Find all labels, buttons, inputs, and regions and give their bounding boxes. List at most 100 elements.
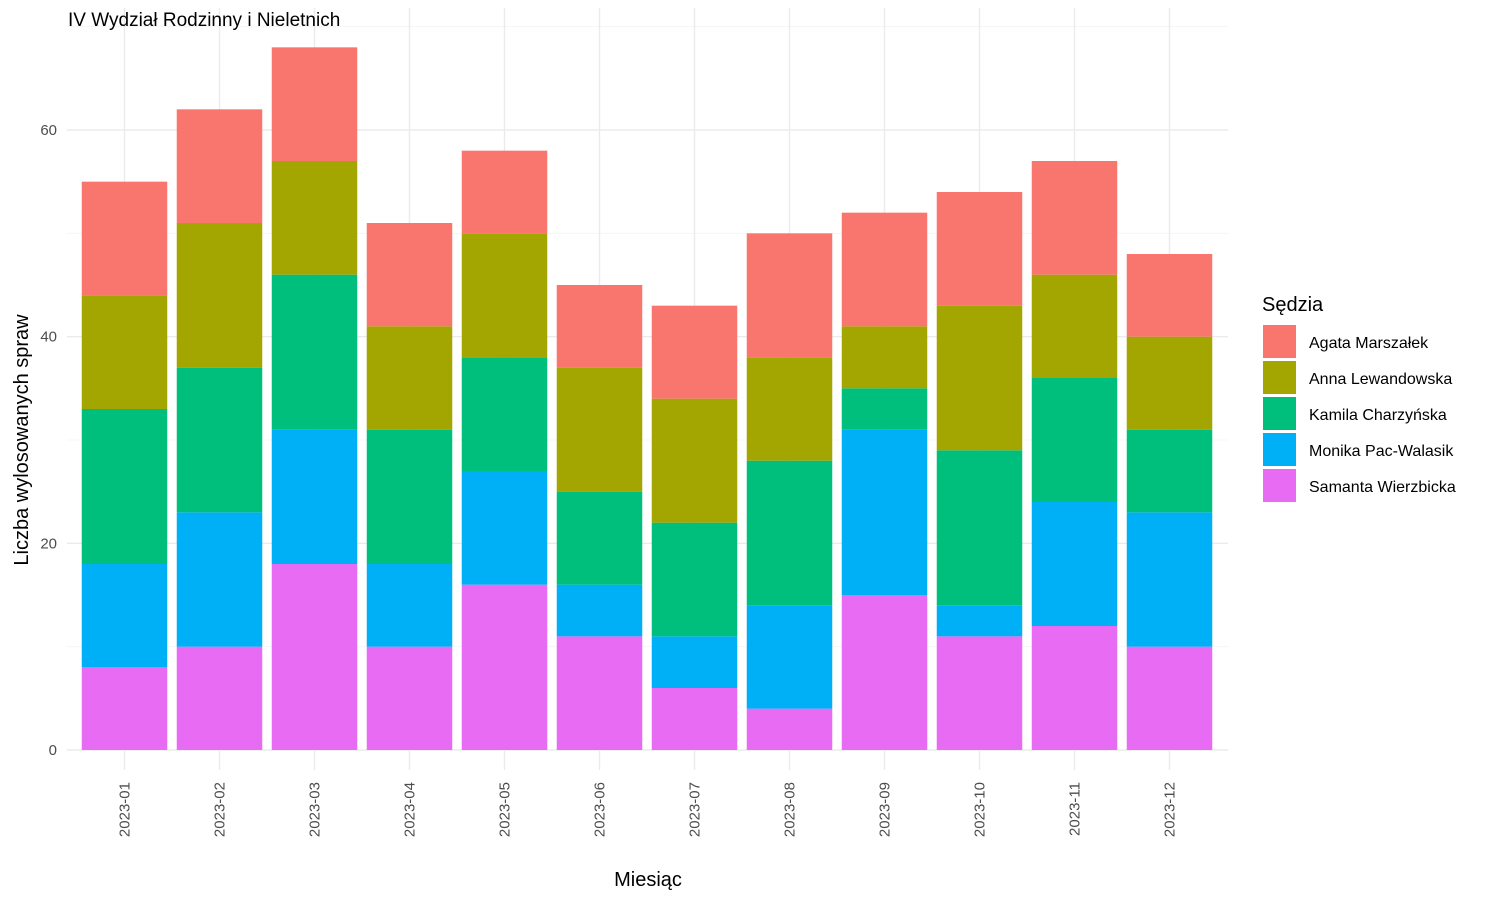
y-axis: 0 20 40 60 — [40, 122, 57, 759]
bar-segment — [461, 471, 548, 585]
bar-segment — [1126, 336, 1213, 430]
bar-segment — [81, 295, 168, 409]
bar-segment — [461, 584, 548, 750]
bar-segment — [651, 688, 738, 750]
bar-segment — [366, 646, 453, 750]
legend-swatch — [1263, 325, 1296, 358]
bar-segment — [81, 409, 168, 564]
bar-segment — [461, 150, 548, 234]
bar-segment — [1031, 626, 1118, 750]
bar-segment — [176, 512, 263, 647]
x-tick-label: 2023-09 — [877, 782, 894, 837]
bar-segment — [176, 223, 263, 368]
bar-segment — [1126, 429, 1213, 513]
x-tick-label: 2023-03 — [307, 782, 324, 837]
bar-segment — [556, 367, 643, 492]
bar-segment — [556, 491, 643, 585]
x-axis: 2023-01 2023-02 2023-03 2023-04 2023-05 2023-… — [117, 782, 1179, 837]
bar-segment — [936, 305, 1023, 451]
bar-segment — [841, 429, 928, 595]
bar-segment — [841, 388, 928, 430]
legend-item: Monika Pac-Walasik — [1263, 433, 1454, 466]
legend-swatch — [1263, 469, 1296, 502]
legend-item: Anna Lewandowska — [1263, 361, 1452, 394]
legend-swatch — [1263, 433, 1296, 466]
bar-segment — [1031, 161, 1118, 275]
bar-segment — [841, 326, 928, 389]
bar-segment — [841, 595, 928, 750]
y-axis-title: Liczba wylosowanych spraw — [11, 314, 33, 566]
bar-segment — [651, 522, 738, 637]
bar-segment — [936, 192, 1023, 306]
x-tick-label: 2023-10 — [972, 782, 989, 837]
legend-label: Samanta Wierzbicka — [1309, 479, 1456, 496]
legend-label: Monika Pac-Walasik — [1309, 443, 1454, 460]
bar-segment — [1126, 646, 1213, 750]
bar-segment — [366, 223, 453, 327]
legend-label: Anna Lewandowska — [1309, 371, 1452, 388]
bar-segment — [936, 636, 1023, 750]
legend-item: Samanta Wierzbicka — [1263, 469, 1456, 502]
bar-segment — [1126, 254, 1213, 337]
bar-segment — [936, 605, 1023, 637]
bar-segment — [746, 605, 833, 709]
bar-segment — [936, 450, 1023, 606]
bar-segment — [271, 429, 358, 564]
bar-segment — [1126, 512, 1213, 647]
legend-label: Kamila Charzyńska — [1309, 407, 1447, 424]
bar-segment — [176, 646, 263, 750]
bar-segment — [556, 584, 643, 637]
x-tick-label: 2023-12 — [1162, 782, 1179, 837]
x-tick-label: 2023-08 — [782, 782, 799, 837]
legend-item: Kamila Charzyńska — [1263, 397, 1447, 430]
bar-segment — [1031, 378, 1118, 502]
bars — [81, 47, 1213, 750]
x-tick-label: 2023-11 — [1067, 782, 1084, 836]
bar-segment — [366, 326, 453, 430]
legend-label: Agata Marszałek — [1309, 335, 1429, 352]
bar-segment — [746, 460, 833, 606]
x-tick-label: 2023-07 — [687, 782, 704, 837]
x-tick-label: 2023-01 — [117, 782, 134, 837]
bar-segment — [746, 357, 833, 461]
bar-segment — [176, 109, 263, 223]
bar-segment — [651, 398, 738, 523]
bar-segment — [176, 367, 263, 513]
bar-segment — [461, 357, 548, 471]
bar-segment — [651, 305, 738, 399]
y-tick-label: 60 — [40, 122, 57, 139]
y-tick-label: 40 — [40, 329, 57, 346]
bar-segment — [271, 47, 358, 162]
bar-segment — [81, 181, 168, 296]
chart-title: IV Wydział Rodzinny i Nieletnich — [68, 10, 340, 31]
legend-item: Agata Marszałek — [1263, 325, 1429, 358]
bar-segment — [271, 274, 358, 430]
legend-swatch — [1263, 397, 1296, 430]
bar-segment — [1031, 274, 1118, 378]
y-tick-label: 0 — [49, 742, 57, 759]
legend-swatch — [1263, 361, 1296, 394]
bar-segment — [366, 564, 453, 647]
bar-segment — [1031, 502, 1118, 626]
x-axis-title: Miesiąc — [614, 869, 682, 891]
y-tick-label: 20 — [40, 535, 57, 552]
bar-segment — [746, 233, 833, 358]
x-tick-label: 2023-04 — [402, 782, 419, 837]
bar-segment — [556, 636, 643, 750]
legend-items: Agata Marszałek Anna Lewandowska Kamila Ch… — [1263, 325, 1456, 502]
bar-segment — [651, 636, 738, 688]
x-tick-label: 2023-06 — [592, 782, 609, 837]
bar-segment — [81, 667, 168, 750]
x-tick-label: 2023-05 — [497, 782, 514, 837]
bar-segment — [461, 233, 548, 358]
legend: Sędzia Agata Marszałek Anna Lewandowska Ka… — [1262, 294, 1456, 502]
bar-segment — [366, 429, 453, 564]
legend-title: Sędzia — [1262, 294, 1324, 316]
bar-segment — [271, 161, 358, 275]
bar-segment — [746, 708, 833, 750]
bar-segment — [271, 564, 358, 750]
x-tick-label: 2023-02 — [212, 782, 229, 837]
bar-segment — [841, 212, 928, 327]
bar-segment — [556, 285, 643, 368]
